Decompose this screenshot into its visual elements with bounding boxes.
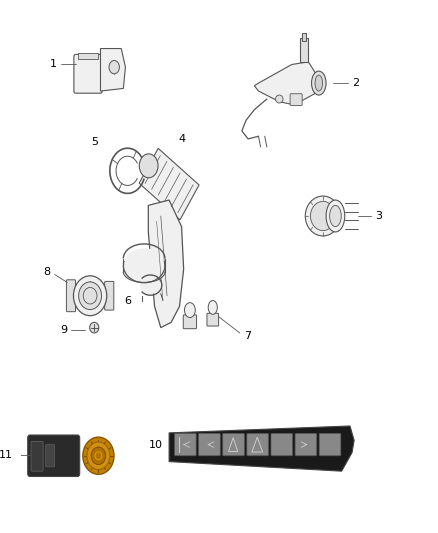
Ellipse shape xyxy=(91,447,106,465)
Ellipse shape xyxy=(74,276,107,316)
Polygon shape xyxy=(148,200,184,328)
Polygon shape xyxy=(100,49,125,91)
Ellipse shape xyxy=(311,201,336,231)
Ellipse shape xyxy=(330,205,341,227)
Text: 3: 3 xyxy=(375,211,382,221)
Bar xyxy=(302,33,306,41)
Text: 10: 10 xyxy=(149,440,163,450)
Text: 5: 5 xyxy=(92,136,99,147)
Ellipse shape xyxy=(208,301,217,314)
Ellipse shape xyxy=(315,75,322,91)
FancyBboxPatch shape xyxy=(46,445,55,467)
Ellipse shape xyxy=(305,196,341,236)
Ellipse shape xyxy=(184,303,195,318)
Ellipse shape xyxy=(139,154,158,178)
Text: 6: 6 xyxy=(125,296,132,306)
FancyBboxPatch shape xyxy=(105,281,114,310)
Text: 2: 2 xyxy=(352,78,359,88)
FancyBboxPatch shape xyxy=(295,433,317,456)
FancyBboxPatch shape xyxy=(319,433,341,456)
Polygon shape xyxy=(139,148,199,220)
FancyBboxPatch shape xyxy=(271,433,293,456)
Ellipse shape xyxy=(83,437,114,474)
Ellipse shape xyxy=(79,282,102,310)
FancyBboxPatch shape xyxy=(67,280,75,312)
FancyBboxPatch shape xyxy=(174,433,196,456)
Ellipse shape xyxy=(276,95,283,103)
FancyBboxPatch shape xyxy=(198,433,220,456)
Ellipse shape xyxy=(90,322,99,333)
Text: 9: 9 xyxy=(60,325,67,335)
Ellipse shape xyxy=(140,276,161,294)
Ellipse shape xyxy=(87,442,110,470)
Text: 7: 7 xyxy=(244,330,251,341)
Text: 8: 8 xyxy=(43,268,51,277)
Ellipse shape xyxy=(109,61,120,74)
Bar xyxy=(78,53,99,59)
FancyBboxPatch shape xyxy=(74,54,102,93)
Text: 4: 4 xyxy=(178,134,185,144)
FancyBboxPatch shape xyxy=(31,441,43,471)
Text: 1: 1 xyxy=(50,60,57,69)
FancyBboxPatch shape xyxy=(183,315,197,329)
Ellipse shape xyxy=(326,200,345,232)
Ellipse shape xyxy=(311,71,326,95)
FancyBboxPatch shape xyxy=(223,433,244,456)
FancyBboxPatch shape xyxy=(28,435,80,477)
FancyBboxPatch shape xyxy=(207,313,219,326)
Ellipse shape xyxy=(124,248,165,282)
FancyBboxPatch shape xyxy=(290,94,302,106)
Text: 11: 11 xyxy=(0,450,13,460)
FancyBboxPatch shape xyxy=(247,433,268,456)
Bar xyxy=(300,38,307,62)
Polygon shape xyxy=(169,426,354,471)
Polygon shape xyxy=(254,62,317,104)
